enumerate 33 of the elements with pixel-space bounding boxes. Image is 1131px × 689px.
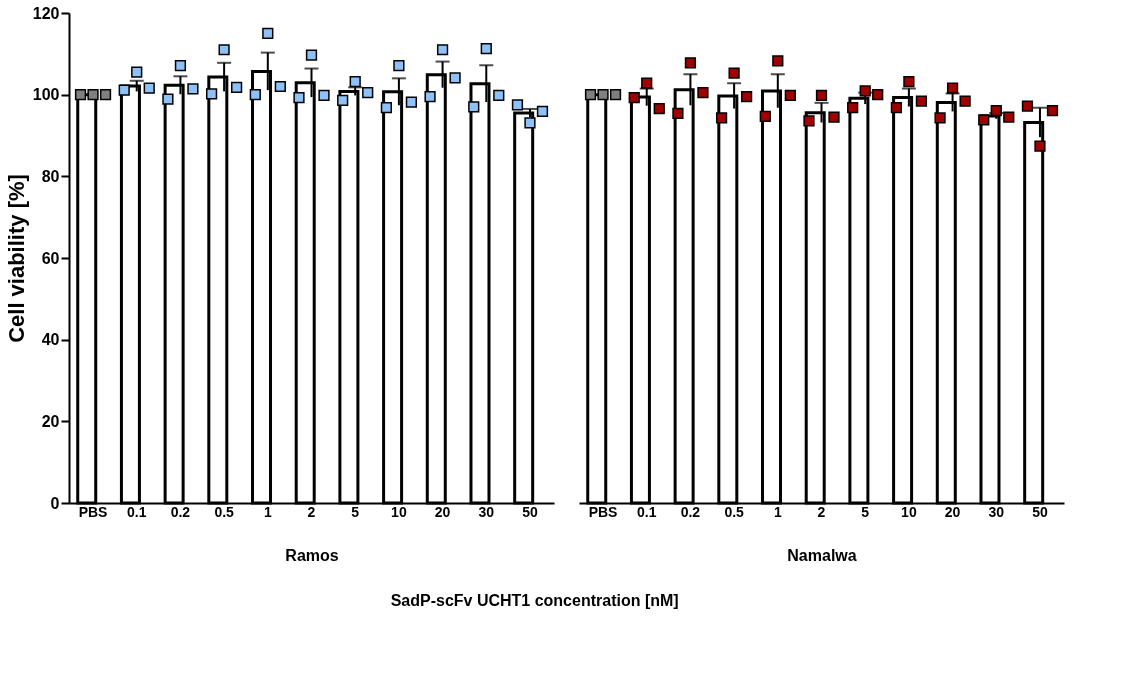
x-tick-label: 0.2 bbox=[170, 503, 191, 520]
x-tick-label: 30 bbox=[478, 503, 495, 520]
text: SadP-scFv UCHT1 concentration [nM] bbox=[390, 592, 679, 609]
x-tick-label: 5 bbox=[861, 503, 870, 520]
x-tick-label: 10 bbox=[901, 503, 917, 520]
y-tick-label: 20 bbox=[41, 412, 60, 430]
x-tick-label: 2 bbox=[817, 503, 826, 520]
x-tick-label: 5 bbox=[351, 503, 360, 520]
x-tick-label: 0.5 bbox=[724, 503, 745, 520]
x-tick-label: 0.2 bbox=[680, 503, 701, 520]
y-tick-label: 0 bbox=[50, 494, 60, 512]
x-tick-label: 1 bbox=[773, 503, 782, 520]
y-tick-label: 120 bbox=[32, 4, 60, 22]
x-tick-label: PBS bbox=[588, 503, 618, 520]
x-tick-label: 2 bbox=[307, 503, 316, 520]
x-tick-label: 50 bbox=[1032, 503, 1048, 520]
x-tick-label: 20 bbox=[944, 503, 961, 520]
y-axis-title: Cell viability [%] bbox=[3, 174, 29, 343]
x-tick-label: 30 bbox=[988, 503, 1005, 520]
x-tick-label: 50 bbox=[522, 503, 538, 520]
x-tick-label: 10 bbox=[391, 503, 407, 520]
x-axis-title: Ramos bbox=[285, 546, 339, 564]
x-tick-label: 1 bbox=[263, 503, 272, 520]
x-tick-label: 0.1 bbox=[126, 503, 147, 520]
y-tick-label: 60 bbox=[41, 249, 60, 267]
y-tick-label: 80 bbox=[41, 167, 60, 185]
y-tick-label: 100 bbox=[32, 86, 60, 104]
x-tick-label: 0.1 bbox=[636, 503, 657, 520]
x-tick-label: 0.5 bbox=[214, 503, 235, 520]
y-tick-label: 40 bbox=[41, 331, 60, 349]
x-axis-title: Namalwa bbox=[787, 546, 857, 564]
x-tick-label: 20 bbox=[434, 503, 451, 520]
x-tick-label: PBS bbox=[78, 503, 108, 520]
